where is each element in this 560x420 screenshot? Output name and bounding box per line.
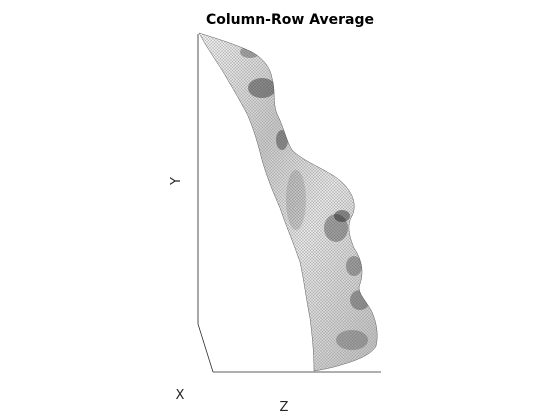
surface-shadow-7	[336, 330, 368, 350]
surface-shadow-1	[240, 46, 260, 58]
chart-title: Column-Row Average	[206, 12, 374, 28]
surface-plot	[198, 32, 378, 372]
surface-shadow-6	[350, 290, 370, 310]
axes-box	[197, 34, 381, 373]
surface-shadow-0	[248, 78, 276, 98]
surface-shadow-2	[276, 130, 288, 150]
x-axis-label: X	[176, 388, 185, 403]
z-axis-label: Z	[280, 400, 289, 415]
surface-shadow-5	[346, 256, 362, 276]
surface-shadow-4	[334, 210, 350, 222]
y-axis-label: Y	[169, 177, 184, 186]
surface-shadow-3	[324, 214, 348, 242]
surface-mesh	[199, 33, 378, 371]
surface-shading	[240, 46, 370, 350]
surface-shadow-8	[286, 170, 306, 230]
x-axis-line	[197, 323, 214, 373]
